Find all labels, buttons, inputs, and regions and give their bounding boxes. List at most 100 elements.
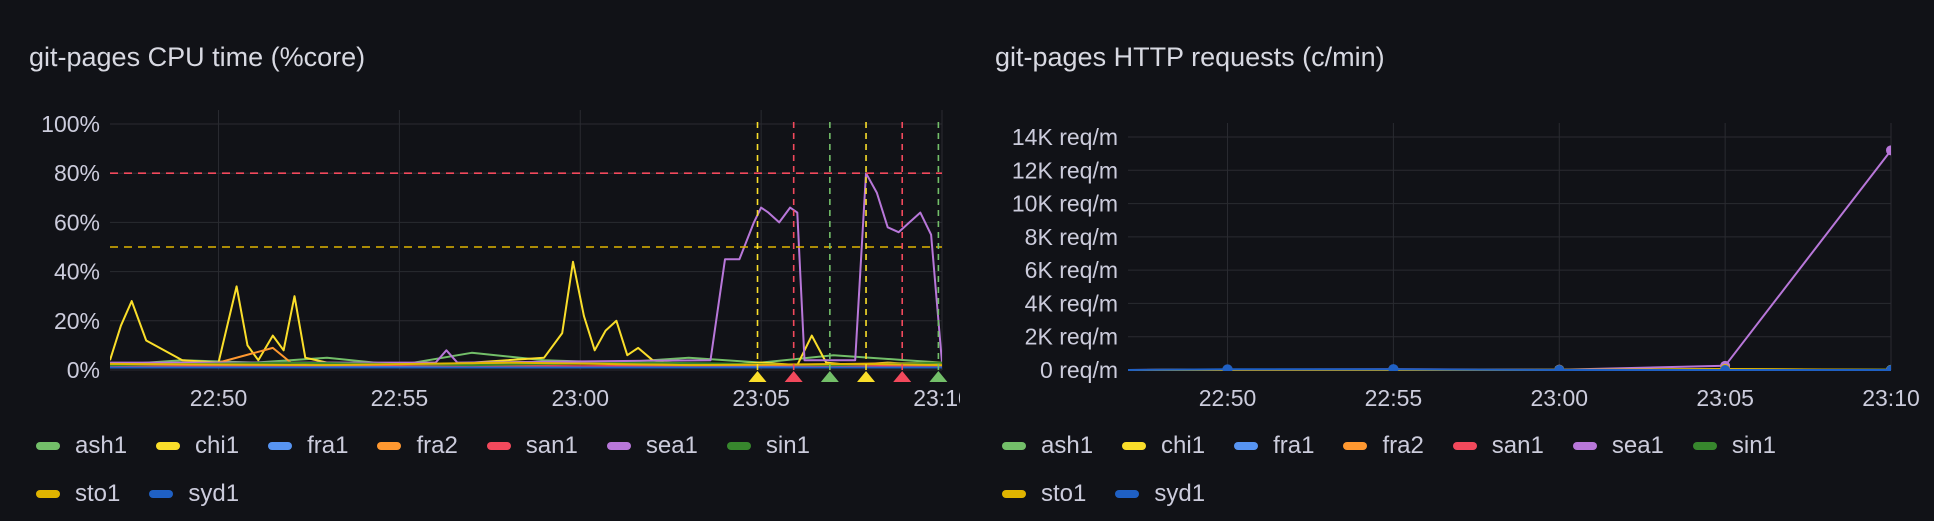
legend-item-sto1[interactable]: sto1 <box>1002 478 1086 509</box>
data-point-sea1[interactable] <box>1886 145 1896 156</box>
legend-label: fra2 <box>416 431 458 459</box>
legend-swatch <box>606 441 631 450</box>
legend-swatch <box>486 441 511 450</box>
legend-swatch <box>36 441 60 450</box>
legend-swatch <box>36 489 60 498</box>
y-tick-label: 100% <box>41 111 100 137</box>
legend-item-fra1[interactable]: fra1 <box>1234 430 1314 461</box>
legend-label: san1 <box>525 431 578 459</box>
legend-item-chi1[interactable]: chi1 <box>1122 430 1205 461</box>
y-tick-label: 0 req/m <box>1040 357 1118 383</box>
cpu-series-chi1[interactable] <box>110 260 942 367</box>
legend-item-chi1[interactable]: chi1 <box>156 430 239 461</box>
legend-label: san1 <box>1491 431 1544 459</box>
legend-swatch <box>1002 441 1026 450</box>
http-panel-title[interactable]: git-pages HTTP requests (c/min) <box>995 42 1385 72</box>
y-tick-label: 0% <box>67 357 100 383</box>
legend-swatch <box>726 441 751 450</box>
legend-item-sea1[interactable]: sea1 <box>606 430 698 461</box>
x-tick-label: 22:55 <box>1365 385 1423 411</box>
cpu-legend: ash1 chi1 fra1 fra2 san1 sea1 sin1 sto1 syd1 <box>36 430 936 509</box>
annotation-marker[interactable] <box>748 371 767 382</box>
x-tick-label: 22:50 <box>1199 385 1257 411</box>
y-tick-label: 40% <box>54 259 100 285</box>
legend-item-san1[interactable]: san1 <box>1452 430 1544 461</box>
legend-label: sto1 <box>1041 479 1087 507</box>
legend-swatch <box>1692 441 1717 450</box>
data-point-syd1[interactable] <box>1720 365 1731 375</box>
legend-item-fra2[interactable]: fra2 <box>1343 430 1424 461</box>
annotation-marker[interactable] <box>857 371 876 382</box>
x-tick-label: 23:05 <box>732 385 790 411</box>
x-tick-label: 23:00 <box>551 385 609 411</box>
cpu-series-sea1[interactable] <box>110 172 942 364</box>
annotation-marker[interactable] <box>820 371 839 382</box>
legend-item-fra1[interactable]: fra1 <box>268 430 348 461</box>
x-tick-label: 22:55 <box>371 385 429 411</box>
http-series-syd1[interactable] <box>1128 368 1891 371</box>
legend-label: sea1 <box>1611 431 1664 459</box>
legend-label: chi1 <box>1161 431 1206 459</box>
y-tick-label: 8K req/m <box>1025 224 1118 250</box>
annotation-marker[interactable] <box>929 371 948 382</box>
legend-swatch <box>1115 489 1140 498</box>
data-point-syd1[interactable] <box>1554 365 1565 375</box>
data-point-syd1[interactable] <box>1222 364 1233 374</box>
legend-swatch <box>1234 441 1259 450</box>
legend-item-sin1[interactable]: sin1 <box>726 430 810 461</box>
y-tick-label: 2K req/m <box>1025 324 1118 350</box>
legend-swatch <box>1002 489 1026 498</box>
legend-label: ash1 <box>1041 431 1094 459</box>
http-requests-panel[interactable]: git-pages HTTP requests (c/min) 0 req/m 2… <box>966 0 1934 521</box>
y-tick-label: 10K req/m <box>1012 191 1118 217</box>
legend-label: sto1 <box>75 479 121 507</box>
legend-item-fra2[interactable]: fra2 <box>377 430 458 461</box>
legend-item-syd1[interactable]: syd1 <box>1115 478 1205 509</box>
legend-swatch <box>1452 441 1477 450</box>
legend-item-sin1[interactable]: sin1 <box>1692 430 1776 461</box>
legend-label: sin1 <box>765 431 810 459</box>
y-tick-label: 20% <box>54 308 100 334</box>
legend-item-sto1[interactable]: sto1 <box>36 478 120 509</box>
legend-label: ash1 <box>75 431 128 459</box>
annotation-marker[interactable] <box>893 371 912 382</box>
legend-label: fra1 <box>1273 431 1315 459</box>
legend-label: fra1 <box>307 431 349 459</box>
http-requests-chart[interactable]: 0 req/m 2K req/m 4K req/m 6K req/m 8K req/m 1… <box>966 0 1934 420</box>
x-tick-label: 23:10 <box>913 385 960 411</box>
legend-swatch <box>1343 441 1368 450</box>
legend-label: fra2 <box>1382 431 1424 459</box>
legend-swatch <box>156 441 181 450</box>
legend-item-syd1[interactable]: syd1 <box>149 478 239 509</box>
legend-label: sea1 <box>645 431 698 459</box>
legend-item-ash1[interactable]: ash1 <box>1002 430 1093 461</box>
cpu-series-sto1[interactable] <box>110 361 942 367</box>
data-point-syd1[interactable] <box>1388 364 1399 374</box>
cpu-panel-title[interactable]: git-pages CPU time (%core) <box>29 42 366 72</box>
y-tick-label: 6K req/m <box>1025 257 1118 283</box>
x-tick-label: 23:00 <box>1530 385 1588 411</box>
x-tick-label: 23:10 <box>1862 385 1920 411</box>
http-legend: ash1 chi1 fra1 fra2 san1 sea1 sin1 sto1 syd1 <box>1002 430 1902 509</box>
legend-swatch <box>1122 441 1147 450</box>
data-point-syd1[interactable] <box>1886 365 1896 375</box>
legend-swatch <box>377 441 402 450</box>
cpu-time-chart[interactable]: 0% 20% 40% 60% 80% 100% 22:50 22:55 23:00 23:05 23… <box>0 0 960 420</box>
x-tick-label: 22:50 <box>190 385 248 411</box>
legend-swatch <box>268 441 293 450</box>
y-tick-label: 12K req/m <box>1012 157 1118 183</box>
y-tick-label: 14K req/m <box>1012 124 1118 150</box>
y-tick-label: 60% <box>54 209 100 235</box>
y-tick-label: 80% <box>54 160 100 186</box>
legend-item-san1[interactable]: san1 <box>486 430 578 461</box>
y-tick-label: 4K req/m <box>1025 290 1118 316</box>
cpu-time-panel[interactable]: git-pages CPU time (%core) 0% 20% 40% 60% 80… <box>0 0 960 521</box>
legend-swatch <box>1572 441 1597 450</box>
legend-item-sea1[interactable]: sea1 <box>1572 430 1664 461</box>
x-tick-label: 23:05 <box>1696 385 1754 411</box>
annotation-marker[interactable] <box>784 371 803 382</box>
legend-label: sin1 <box>1731 431 1776 459</box>
legend-label: syd1 <box>188 479 240 507</box>
legend-item-ash1[interactable]: ash1 <box>36 430 127 461</box>
